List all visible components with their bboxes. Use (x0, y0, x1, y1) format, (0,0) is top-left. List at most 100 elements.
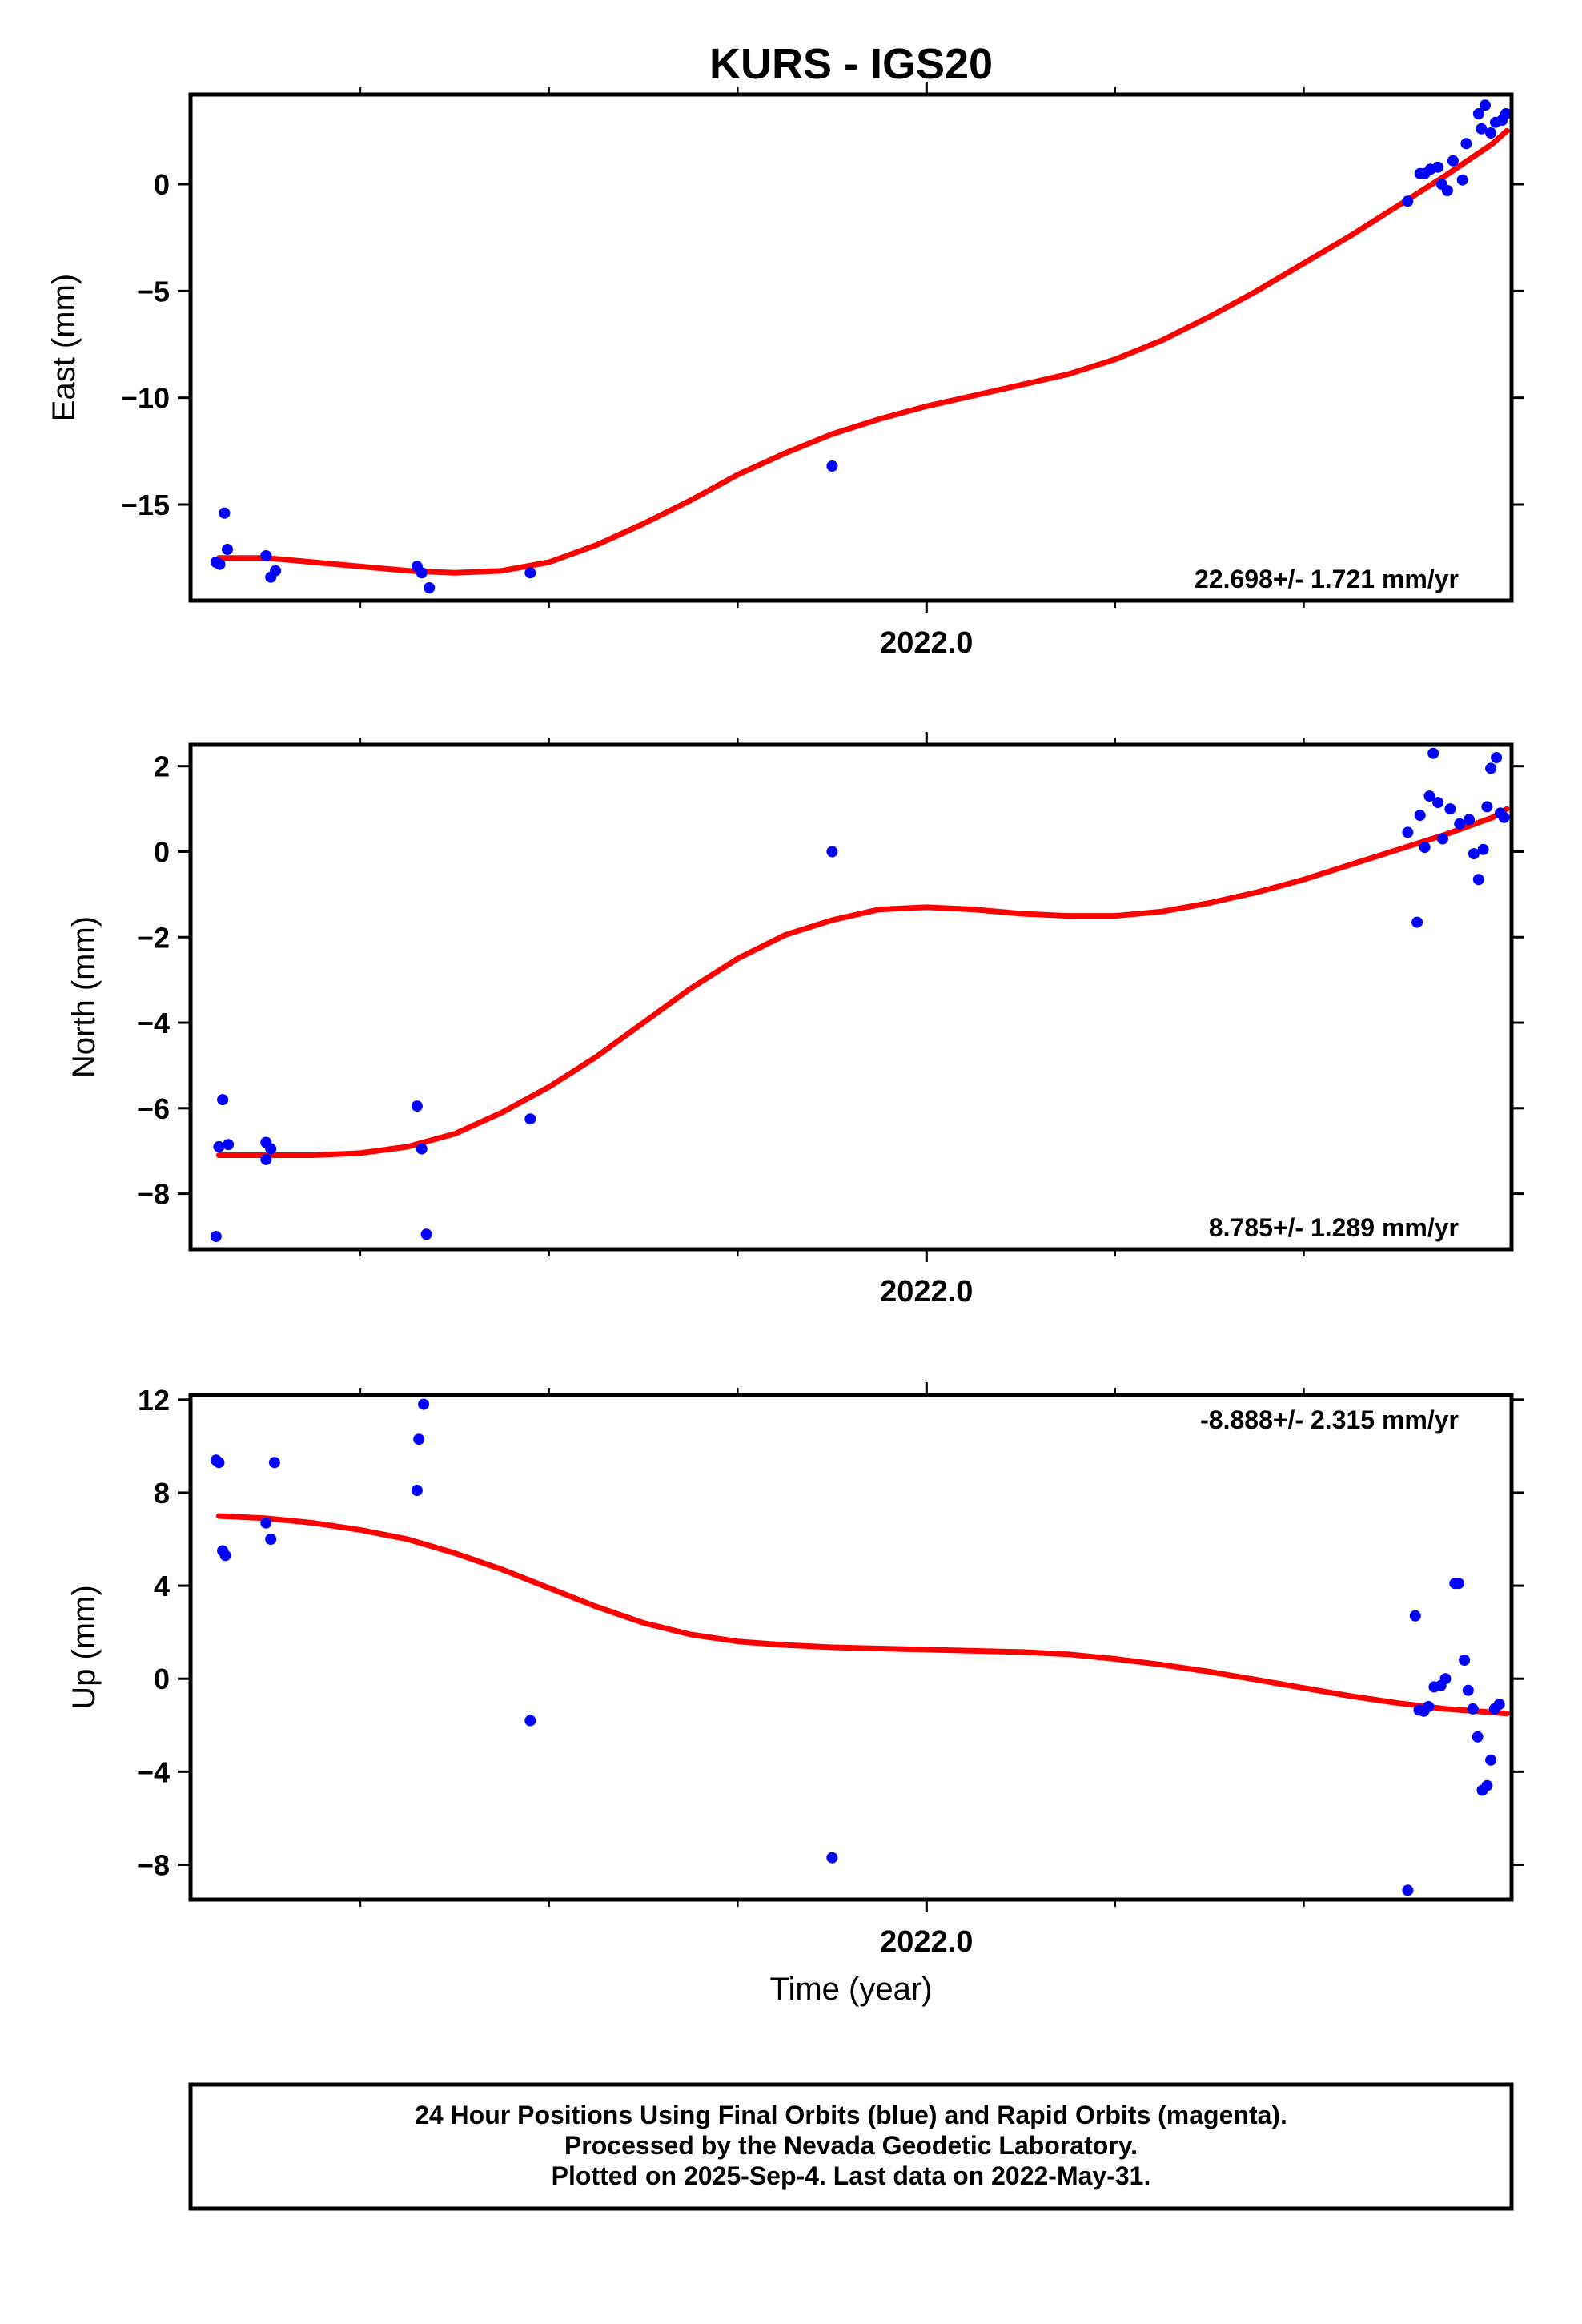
data-point (524, 1113, 536, 1125)
y-tick-label: 8 (154, 1477, 170, 1510)
chart-title: KURS - IGS20 (709, 40, 993, 88)
x-tick-label: 2022.0 (880, 626, 973, 660)
data-point (217, 1094, 229, 1106)
east-panel: −15 −10 −5 0 2022.0 East (mm) 22.698+/- 1.721 … (46, 82, 1524, 660)
data-point (1411, 916, 1423, 928)
data-point (1453, 1578, 1464, 1590)
data-point (219, 507, 231, 519)
data-point (268, 1457, 280, 1469)
data-point (1439, 1673, 1452, 1685)
plot-frame (188, 92, 1514, 603)
x-axis-label: Time (year) (770, 1972, 933, 2007)
y-tick-label: −8 (137, 1848, 170, 1881)
data-point (1468, 848, 1480, 860)
rate-label: 8.785+/- 1.289 mm/yr (1209, 1213, 1459, 1242)
data-point (1472, 874, 1484, 886)
rate-label: 22.698+/- 1.721 mm/yr (1195, 565, 1459, 593)
data-point (1441, 185, 1453, 196)
data-point (1432, 161, 1444, 173)
data-point (1491, 752, 1503, 763)
y-tick-label: −5 (137, 275, 170, 308)
y-tick-label: 4 (154, 1570, 170, 1602)
data-point (214, 558, 226, 570)
data-point (411, 1485, 423, 1496)
footer-line-1: 24 Hour Positions Using Final Orbits (bl… (415, 2101, 1287, 2129)
data-point (1423, 1701, 1435, 1712)
plot-area (210, 747, 1510, 1242)
data-point (1437, 833, 1448, 845)
data-point (1481, 1779, 1493, 1791)
rate-label: -8.888+/- 2.315 mm/yr (1200, 1405, 1459, 1434)
data-point (1454, 818, 1466, 830)
footer-line-2: Processed by the Nevada Geodetic Laborat… (564, 2131, 1138, 2160)
data-point (1467, 1703, 1479, 1715)
data-point (260, 1153, 272, 1165)
data-point (219, 1550, 231, 1562)
data-point (416, 1143, 428, 1155)
data-point (265, 1534, 277, 1545)
data-point (1402, 1884, 1414, 1896)
footer-line-3: Plotted on 2025-Sep-4. Last data on 2022… (552, 2161, 1151, 2190)
data-point (1456, 174, 1468, 186)
data-point (1500, 108, 1512, 119)
y-tick-label: 12 (138, 1384, 170, 1417)
data-point (826, 846, 838, 858)
y-tick-label: −6 (137, 1092, 170, 1125)
plot-area (210, 99, 1512, 593)
plot-frame (188, 1393, 1514, 1902)
data-point (413, 1433, 425, 1445)
data-point (260, 550, 272, 561)
y-tick-label: 0 (154, 1663, 170, 1695)
plot-area (210, 1398, 1510, 1896)
data-point (1477, 843, 1489, 855)
y-tick-label: 0 (154, 835, 170, 868)
data-point (1432, 797, 1444, 809)
data-point (1459, 1655, 1471, 1666)
fit-line (215, 1513, 1510, 1717)
data-point (424, 582, 436, 593)
data-point (223, 1139, 235, 1151)
y-axis-label: Up (mm) (66, 1585, 102, 1710)
data-point (1480, 99, 1491, 111)
plot-frame (188, 742, 1514, 1252)
y-tick-label: −4 (137, 1755, 170, 1788)
y-tick-label: −10 (121, 382, 170, 415)
data-point (1472, 108, 1484, 119)
data-point (222, 544, 233, 555)
data-point (420, 1228, 432, 1240)
data-point (826, 1852, 838, 1864)
data-point (1485, 762, 1497, 774)
data-point (1402, 826, 1414, 838)
data-point (1414, 810, 1426, 822)
data-point (1485, 127, 1497, 139)
data-point (411, 1100, 423, 1112)
y-axis-label: East (mm) (46, 274, 82, 421)
data-point (1485, 1754, 1497, 1766)
data-point (1498, 811, 1510, 823)
data-point (1447, 155, 1459, 167)
fit-line (215, 806, 1510, 1158)
data-point (418, 1398, 430, 1410)
fit-line (215, 127, 1510, 576)
data-point (1493, 1699, 1505, 1711)
data-point (826, 460, 838, 472)
data-point (260, 1517, 272, 1529)
y-tick-label: 2 (154, 750, 170, 783)
up-panel: −8 −4 0 4 8 12 2022.0 Up (mm) -8.888+/- 2.315 mm… (66, 1382, 1524, 1959)
data-point (1444, 803, 1456, 815)
data-point (524, 567, 536, 579)
y-tick-label: −4 (137, 1007, 170, 1039)
data-point (265, 1143, 277, 1155)
data-point (210, 1231, 222, 1242)
north-panel: −8 −6 −4 −2 0 2 2022.0 North (mm) 8.785+/- 1.289… (66, 732, 1524, 1309)
data-point (1460, 138, 1472, 150)
data-point (1419, 842, 1431, 854)
x-tick-label: 2022.0 (880, 1275, 973, 1309)
data-point (1423, 790, 1435, 802)
data-point (1481, 801, 1493, 813)
data-point (416, 567, 428, 579)
footer-box (188, 2082, 1514, 2211)
y-axis-label: North (mm) (66, 916, 102, 1078)
data-point (1427, 747, 1439, 759)
